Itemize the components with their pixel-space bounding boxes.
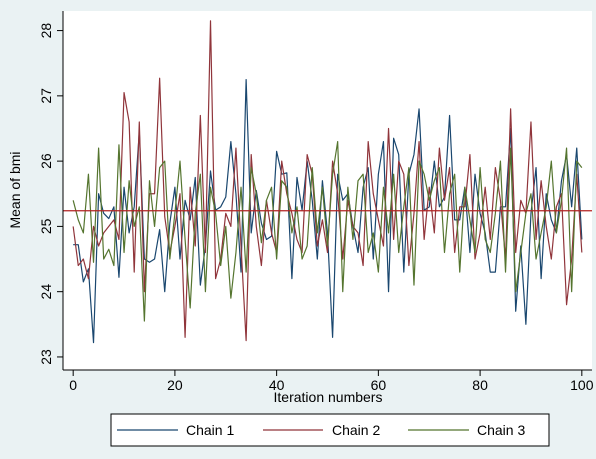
x-tick-label: 60	[371, 377, 387, 393]
legend-item-chain-1: Chain 1	[117, 422, 234, 438]
series-line-chain-2	[72, 20, 583, 342]
legend-item-chain-3: Chain 3	[408, 422, 525, 438]
plot-content	[63, 20, 592, 344]
x-tick-label: 20	[167, 377, 183, 393]
y-tick-label: 24	[38, 284, 54, 300]
legend-label-chain-2: Chain 2	[332, 422, 380, 438]
x-axis-title: Iteration numbers	[274, 389, 383, 405]
x-tick-label: 0	[69, 377, 77, 393]
y-tick-label: 26	[38, 153, 54, 169]
y-tick-label: 28	[38, 23, 54, 39]
x-tick-label: 100	[570, 377, 594, 393]
axes: 0 20 40 60 80 100 23 24 25 26 27 28	[38, 11, 594, 393]
x-tick-label: 80	[472, 377, 488, 393]
legend-label-chain-1: Chain 1	[186, 422, 234, 438]
y-tick-label: 25	[38, 218, 54, 234]
legend-box	[110, 413, 550, 447]
series-line-chain-3	[72, 140, 583, 322]
y-tick-label: 23	[38, 349, 54, 365]
legend-item-chain-2: Chain 2	[263, 422, 380, 438]
series-line-chain-1	[73, 78, 583, 344]
x-tick-label: 40	[269, 377, 285, 393]
y-axis-title: Mean of bmi	[7, 151, 23, 228]
legend: Chain 1 Chain 2 Chain 3	[110, 413, 550, 447]
legend-label-chain-3: Chain 3	[477, 422, 525, 438]
y-tick-label: 27	[38, 88, 54, 104]
plot-area	[63, 11, 592, 370]
